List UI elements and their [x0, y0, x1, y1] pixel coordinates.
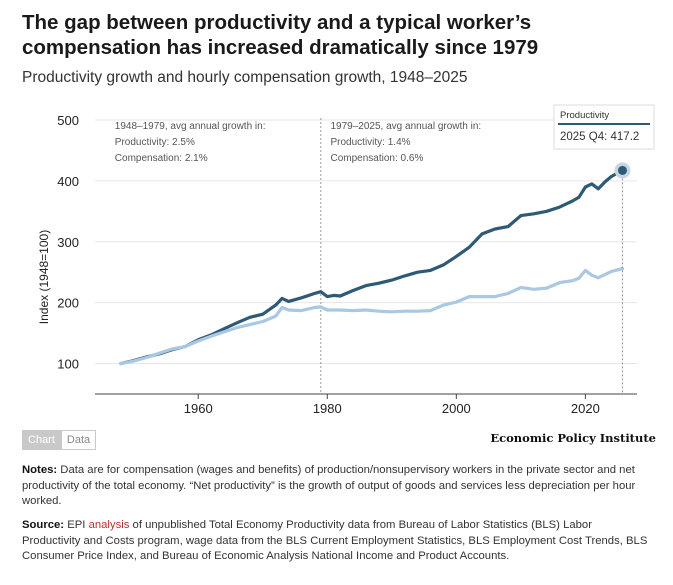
x-tick-label: 2000	[442, 401, 471, 416]
tooltip-series-label: Productivity	[560, 110, 609, 121]
annotation-text: Compensation: 0.6%	[331, 153, 424, 164]
view-tabs: Chart Data	[22, 430, 97, 450]
source-pre: EPI	[67, 519, 86, 531]
y-axis-label: Index (1948=100)	[37, 230, 51, 324]
x-tick-label: 1980	[313, 401, 342, 416]
y-tick-label: 200	[57, 296, 79, 311]
annotation-text: Compensation: 2.1%	[115, 153, 208, 164]
source-text: of unpublished Total Economy Productivit…	[22, 519, 648, 562]
highlight-point	[617, 165, 627, 175]
annotation-text: 1948–1979, avg annual growth in:	[115, 121, 266, 132]
annotations: 1948–1979, avg annual growth in: Producti…	[115, 118, 481, 394]
annotation-text: Productivity: 1.4%	[331, 137, 411, 148]
notes-label: Notes:	[22, 464, 58, 476]
tab-chart[interactable]: Chart	[22, 430, 61, 450]
chart-subtitle: Productivity growth and hourly compensat…	[22, 69, 468, 86]
grid-lines	[95, 119, 637, 365]
notes: Notes: Data are for compensation (wages …	[22, 463, 652, 510]
notes-text: Data are for compensation (wages and ben…	[22, 464, 636, 507]
y-tick-label: 300	[57, 235, 79, 250]
x-tick-label: 1960	[184, 401, 213, 416]
source-label: Source:	[22, 519, 65, 531]
series-line-productivity	[119, 168, 625, 366]
y-tick-label: 500	[57, 113, 79, 128]
tab-data[interactable]: Data	[60, 430, 97, 450]
source-analysis-link[interactable]: analysis	[88, 519, 130, 531]
source: Source: EPI analysis of unpublished Tota…	[22, 518, 652, 565]
tooltip-box	[553, 104, 655, 150]
chart-title: The gap between productivity and a typic…	[22, 11, 539, 59]
tooltip-value: 2025 Q4: 417.2	[560, 131, 639, 143]
annotation-text: 1979–2025, avg annual growth in:	[331, 121, 482, 132]
brand-logo: Economic Policy Institute	[490, 431, 656, 445]
series-line-compensation	[119, 267, 625, 366]
annotation-text: Productivity: 2.5%	[115, 137, 195, 148]
x-tick-label: 2020	[571, 401, 600, 416]
y-tick-label: 100	[57, 357, 79, 372]
series-lines	[119, 168, 625, 366]
line-chart: 1948–1979, avg annual growth in: Producti…	[37, 104, 655, 416]
tooltip: Productivity 2025 Q4: 417.2	[553, 104, 655, 394]
axes: 100 200 300 400 500 1960 1980 2000 2020 Index (19…	[37, 113, 637, 416]
y-tick-label: 400	[57, 174, 79, 189]
